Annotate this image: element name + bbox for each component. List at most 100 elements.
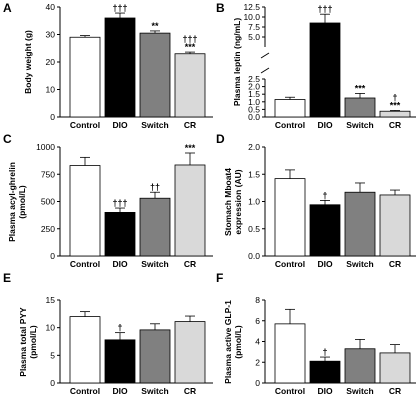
significance-label-B: † <box>392 92 397 102</box>
y-tick-label-B: 0.5 <box>248 104 260 114</box>
bar-C-cr <box>174 164 206 257</box>
x-tick-label-C: CR <box>184 259 196 269</box>
y-tick-label-B: 2.0 <box>248 82 260 92</box>
panel-letter-F: F <box>216 271 223 285</box>
x-tick-label-D: Switch <box>346 259 373 269</box>
x-tick-label-B: Control <box>275 120 305 130</box>
significance-label-C: †† <box>150 182 160 192</box>
bar-A-switch <box>139 32 171 118</box>
significance-label-C: *** <box>185 143 196 153</box>
significance-label-A: *** <box>185 42 196 52</box>
y-tick-label-B: 12.5 <box>243 2 260 12</box>
bar-C-dio <box>104 211 136 257</box>
x-tick-label-B: DIO <box>317 120 333 130</box>
bar-F-cr <box>379 352 411 384</box>
y-tick-label-C: 750 <box>41 169 55 179</box>
significance-label-E: † <box>117 323 122 333</box>
x-tick-label-F: DIO <box>317 386 333 396</box>
bar-F-control <box>274 323 306 384</box>
y-tick-label-C: 250 <box>41 224 55 234</box>
x-tick-label-C: Control <box>70 259 100 269</box>
bar-B-dio <box>309 22 341 118</box>
y-tick-label-E: 15 <box>46 295 56 305</box>
y-tick-label-E: 0 <box>50 378 55 388</box>
y-axis-title-C: (pmol/L) <box>17 185 27 219</box>
y-axis-title-D: expression (AU) <box>233 169 243 234</box>
axis-break-mark-B <box>260 67 270 74</box>
bar-B-cr <box>379 110 411 118</box>
panel-letter-A: A <box>3 1 12 15</box>
x-tick-label-D: CR <box>389 259 401 269</box>
significance-label-B: *** <box>355 83 366 93</box>
y-tick-label-B: 7.5 <box>248 22 260 32</box>
bar-E-cr <box>174 321 206 384</box>
y-tick-label-F: 8 <box>255 295 260 305</box>
y-tick-label-A: 10 <box>46 85 56 95</box>
y-tick-label-A: 40 <box>46 2 56 12</box>
panel-letter-C: C <box>3 132 12 146</box>
y-tick-label-D: 2.0 <box>248 142 260 152</box>
x-tick-label-F: Switch <box>346 386 373 396</box>
bar-B-control <box>274 99 306 118</box>
y-tick-label-D: 0.0 <box>248 251 260 261</box>
x-tick-label-A: DIO <box>112 120 128 130</box>
y-axis-title-B: Plasma leptin (ng/mL) <box>232 18 242 106</box>
bar-E-control <box>69 316 101 384</box>
significance-label-B: *** <box>390 100 401 110</box>
panel-letter-B: B <box>216 1 225 15</box>
y-axis-title-C: Plasma acyl-ghrelin <box>7 162 17 242</box>
x-tick-label-C: DIO <box>112 259 128 269</box>
y-tick-label-C: 500 <box>41 197 55 207</box>
y-tick-label-B: 10.0 <box>243 12 260 22</box>
y-tick-label-B: 5.0 <box>248 32 260 42</box>
bar-B-switch <box>344 97 376 118</box>
bar-A-dio <box>104 17 136 118</box>
x-tick-label-E: CR <box>184 386 196 396</box>
significance-label-F: † <box>322 347 327 357</box>
bar-D-dio <box>309 204 341 257</box>
y-axis-title-E: (pmol/L) <box>28 325 38 359</box>
y-tick-label-A: 30 <box>46 30 56 40</box>
panel-letter-D: D <box>216 132 225 146</box>
x-tick-label-B: CR <box>389 120 401 130</box>
bar-F-dio <box>309 360 341 384</box>
bar-F-switch <box>344 348 376 384</box>
y-tick-label-F: 4 <box>255 337 260 347</box>
y-axis-title-A: Body weight (g) <box>23 30 33 94</box>
x-tick-label-B: Switch <box>346 120 373 130</box>
y-tick-label-F: 0 <box>255 378 260 388</box>
y-tick-label-F: 2 <box>255 357 260 367</box>
bar-D-switch <box>344 191 376 257</box>
bar-C-switch <box>139 197 171 257</box>
x-tick-label-F: Control <box>275 386 305 396</box>
y-axis-title-D: Stomach Mboat4 <box>223 168 233 236</box>
significance-label-C: ††† <box>112 198 127 208</box>
y-axis-title-F: (pmol/L) <box>233 325 243 359</box>
y-tick-label-B: 1.5 <box>248 89 260 99</box>
panel-letter-E: E <box>3 271 11 285</box>
bar-D-cr <box>379 194 411 257</box>
x-tick-label-E: Switch <box>141 386 168 396</box>
y-tick-label-C: 0 <box>50 251 55 261</box>
y-tick-label-A: 20 <box>46 57 56 67</box>
y-tick-label-B: 1.0 <box>248 97 260 107</box>
y-tick-label-D: 1.5 <box>248 169 260 179</box>
bar-E-switch <box>139 329 171 384</box>
axis-break-mark-B <box>260 52 270 59</box>
bar-A-control <box>69 36 101 118</box>
significance-label-D: † <box>322 190 327 200</box>
y-tick-label-D: 0.5 <box>248 224 260 234</box>
significance-label-A: ** <box>151 21 159 31</box>
y-axis-title-F: Plasma active GLP-1 <box>223 300 233 384</box>
x-tick-label-D: Control <box>275 259 305 269</box>
y-tick-label-A: 0 <box>50 112 55 122</box>
bar-E-dio <box>104 339 136 384</box>
x-tick-label-A: CR <box>184 120 196 130</box>
x-tick-label-D: DIO <box>317 259 333 269</box>
significance-label-A: ††† <box>112 3 127 13</box>
y-tick-label-D: 1.0 <box>248 197 260 207</box>
significance-label-B: ††† <box>317 4 332 14</box>
y-tick-label-B: 0.0 <box>248 112 260 122</box>
y-axis-title-E: Plasma total PYY <box>18 307 28 377</box>
